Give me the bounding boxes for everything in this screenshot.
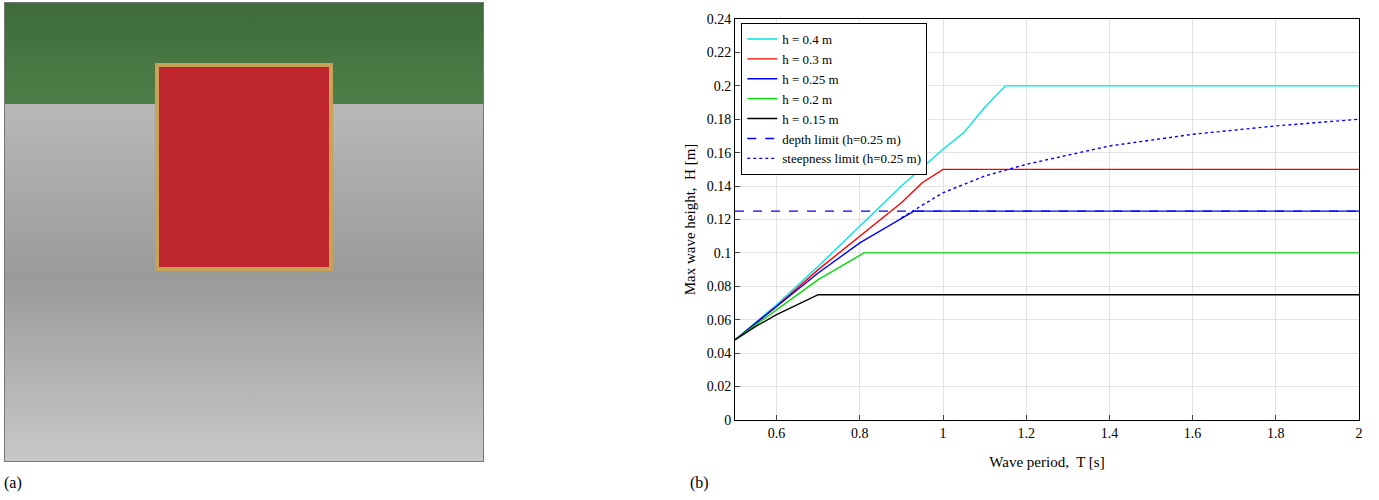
svg-text:h = 0.15 m: h = 0.15 m — [782, 112, 838, 127]
svg-text:h = 0.25 m: h = 0.25 m — [782, 72, 838, 87]
svg-text:1.2: 1.2 — [1017, 426, 1034, 441]
svg-text:1.8: 1.8 — [1267, 426, 1285, 441]
html-text:(a): (a) — [4, 474, 22, 491]
svg-text:1: 1 — [940, 426, 947, 441]
svg-text:0.8: 0.8 — [851, 426, 869, 441]
svg-text:h = 0.2 m: h = 0.2 m — [782, 92, 832, 107]
svg-text:depth limit (h=0.25 m): depth limit (h=0.25 m) — [782, 132, 901, 147]
svg-text:1.4: 1.4 — [1101, 426, 1119, 441]
svg-text:Max wave height, H [m]: Max wave height, H [m] — [682, 144, 698, 296]
svg-text:0.14: 0.14 — [707, 179, 732, 194]
svg-text:0.1: 0.1 — [714, 246, 732, 261]
svg-text:0: 0 — [724, 413, 731, 428]
svg-text:0.18: 0.18 — [707, 112, 732, 127]
svg-text:0.12: 0.12 — [707, 212, 732, 227]
svg-text:h = 0.3 m: h = 0.3 m — [782, 52, 832, 67]
svg-text:0.6: 0.6 — [768, 426, 786, 441]
svg-text:0.2: 0.2 — [714, 79, 732, 94]
svg-text:0.04: 0.04 — [707, 346, 732, 361]
html-text:(b): (b) — [690, 474, 709, 491]
svg-text:1.6: 1.6 — [1184, 426, 1202, 441]
svg-text:0.22: 0.22 — [707, 45, 732, 60]
svg-text:0.08: 0.08 — [707, 279, 732, 294]
svg-text:0.06: 0.06 — [707, 313, 732, 328]
svg-text:0.24: 0.24 — [707, 12, 732, 27]
svg-text:0.16: 0.16 — [707, 146, 732, 161]
svg-text:2: 2 — [1356, 426, 1363, 441]
svg-text:0.02: 0.02 — [707, 379, 732, 394]
svg-text:steepness limit (h=0.25 m): steepness limit (h=0.25 m) — [782, 151, 921, 166]
svg-text:h = 0.4 m: h = 0.4 m — [782, 32, 832, 47]
svg-text:Wave period, T [s]: Wave period, T [s] — [989, 454, 1104, 470]
